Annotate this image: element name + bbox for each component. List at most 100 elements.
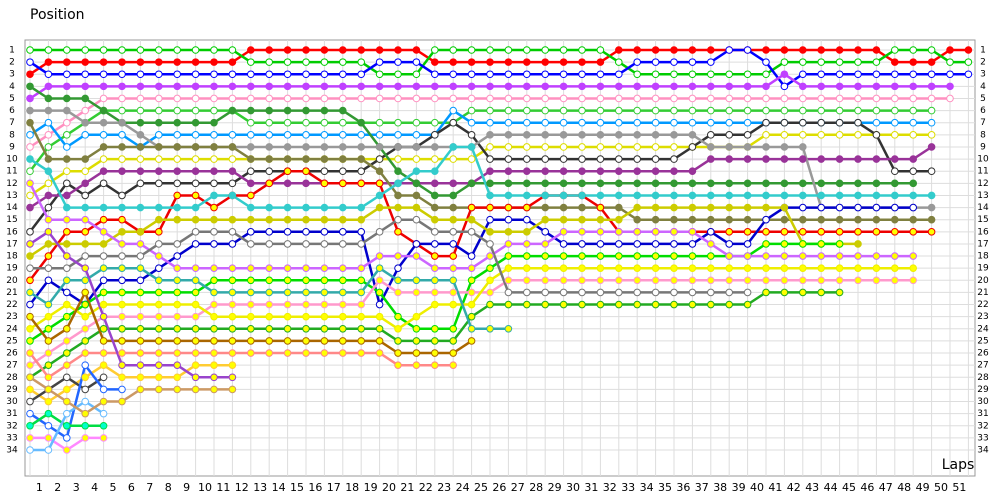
marker <box>872 70 881 79</box>
marker <box>265 58 274 66</box>
x-tick-label: 38 <box>713 481 727 494</box>
marker <box>63 118 71 127</box>
marker <box>615 276 623 285</box>
marker <box>155 143 163 151</box>
marker <box>81 337 89 345</box>
marker <box>26 46 34 54</box>
marker <box>596 46 605 54</box>
marker <box>136 373 145 382</box>
y-tick-label: 30 <box>6 397 18 407</box>
y-tick-label-right: 1 <box>980 46 986 56</box>
marker <box>504 191 513 200</box>
marker <box>339 300 347 309</box>
x-tick-label: 25 <box>474 481 488 494</box>
marker <box>780 276 789 285</box>
marker <box>725 300 734 309</box>
marker <box>596 131 605 139</box>
marker <box>541 300 550 309</box>
series-line <box>29 48 969 88</box>
marker <box>449 349 458 357</box>
marker <box>964 46 973 54</box>
marker <box>817 203 826 212</box>
marker <box>394 131 402 139</box>
marker <box>44 421 53 430</box>
marker <box>799 240 807 248</box>
y-tick-label-right: 4 <box>980 82 986 92</box>
marker <box>265 46 274 54</box>
marker <box>118 397 126 406</box>
marker <box>155 131 163 139</box>
marker <box>559 131 568 139</box>
marker <box>799 288 807 297</box>
marker <box>394 276 402 285</box>
marker <box>339 58 347 66</box>
marker <box>449 361 458 369</box>
marker <box>375 155 384 163</box>
marker <box>504 94 513 103</box>
marker <box>99 397 108 406</box>
marker <box>633 118 642 127</box>
marker <box>99 155 108 163</box>
marker <box>486 179 494 188</box>
marker <box>339 118 347 127</box>
marker <box>504 228 513 236</box>
marker <box>504 58 513 66</box>
marker <box>63 421 71 430</box>
marker <box>799 179 807 188</box>
marker <box>44 240 53 248</box>
marker <box>99 324 108 333</box>
marker <box>357 118 366 127</box>
marker <box>339 131 347 139</box>
marker <box>891 228 899 236</box>
marker <box>431 179 439 188</box>
marker <box>523 58 531 66</box>
marker <box>412 324 421 333</box>
marker <box>651 276 660 285</box>
marker <box>504 179 513 188</box>
marker <box>541 82 550 91</box>
marker <box>651 94 660 103</box>
marker <box>578 70 586 79</box>
marker <box>357 349 366 357</box>
marker <box>26 131 34 139</box>
marker <box>431 300 439 309</box>
marker <box>725 94 734 103</box>
marker <box>633 191 642 200</box>
marker <box>449 46 458 54</box>
marker <box>99 118 108 127</box>
marker <box>486 228 494 236</box>
marker <box>302 155 310 163</box>
marker <box>633 228 642 236</box>
marker <box>44 446 53 454</box>
marker <box>283 167 292 176</box>
marker <box>63 252 71 260</box>
marker <box>63 349 71 357</box>
marker <box>725 191 734 200</box>
marker <box>283 58 292 66</box>
marker <box>891 82 899 91</box>
y-tick-label: 32 <box>6 421 17 431</box>
marker <box>651 252 660 260</box>
marker <box>596 276 605 285</box>
marker <box>210 349 218 357</box>
marker <box>375 94 384 103</box>
marker <box>523 252 531 260</box>
marker <box>743 70 752 79</box>
marker <box>136 46 145 54</box>
marker <box>44 203 53 212</box>
x-tick-label: 47 <box>879 481 893 494</box>
marker <box>578 58 586 66</box>
y-tick-label: 5 <box>9 94 15 104</box>
marker <box>559 276 568 285</box>
marker <box>81 82 89 91</box>
marker <box>596 155 605 163</box>
marker <box>707 46 715 54</box>
marker <box>670 82 678 91</box>
marker <box>81 58 89 66</box>
marker <box>651 82 660 91</box>
marker <box>743 191 752 200</box>
marker <box>118 118 126 127</box>
marker <box>320 349 329 357</box>
marker <box>559 167 568 176</box>
marker <box>210 46 218 54</box>
